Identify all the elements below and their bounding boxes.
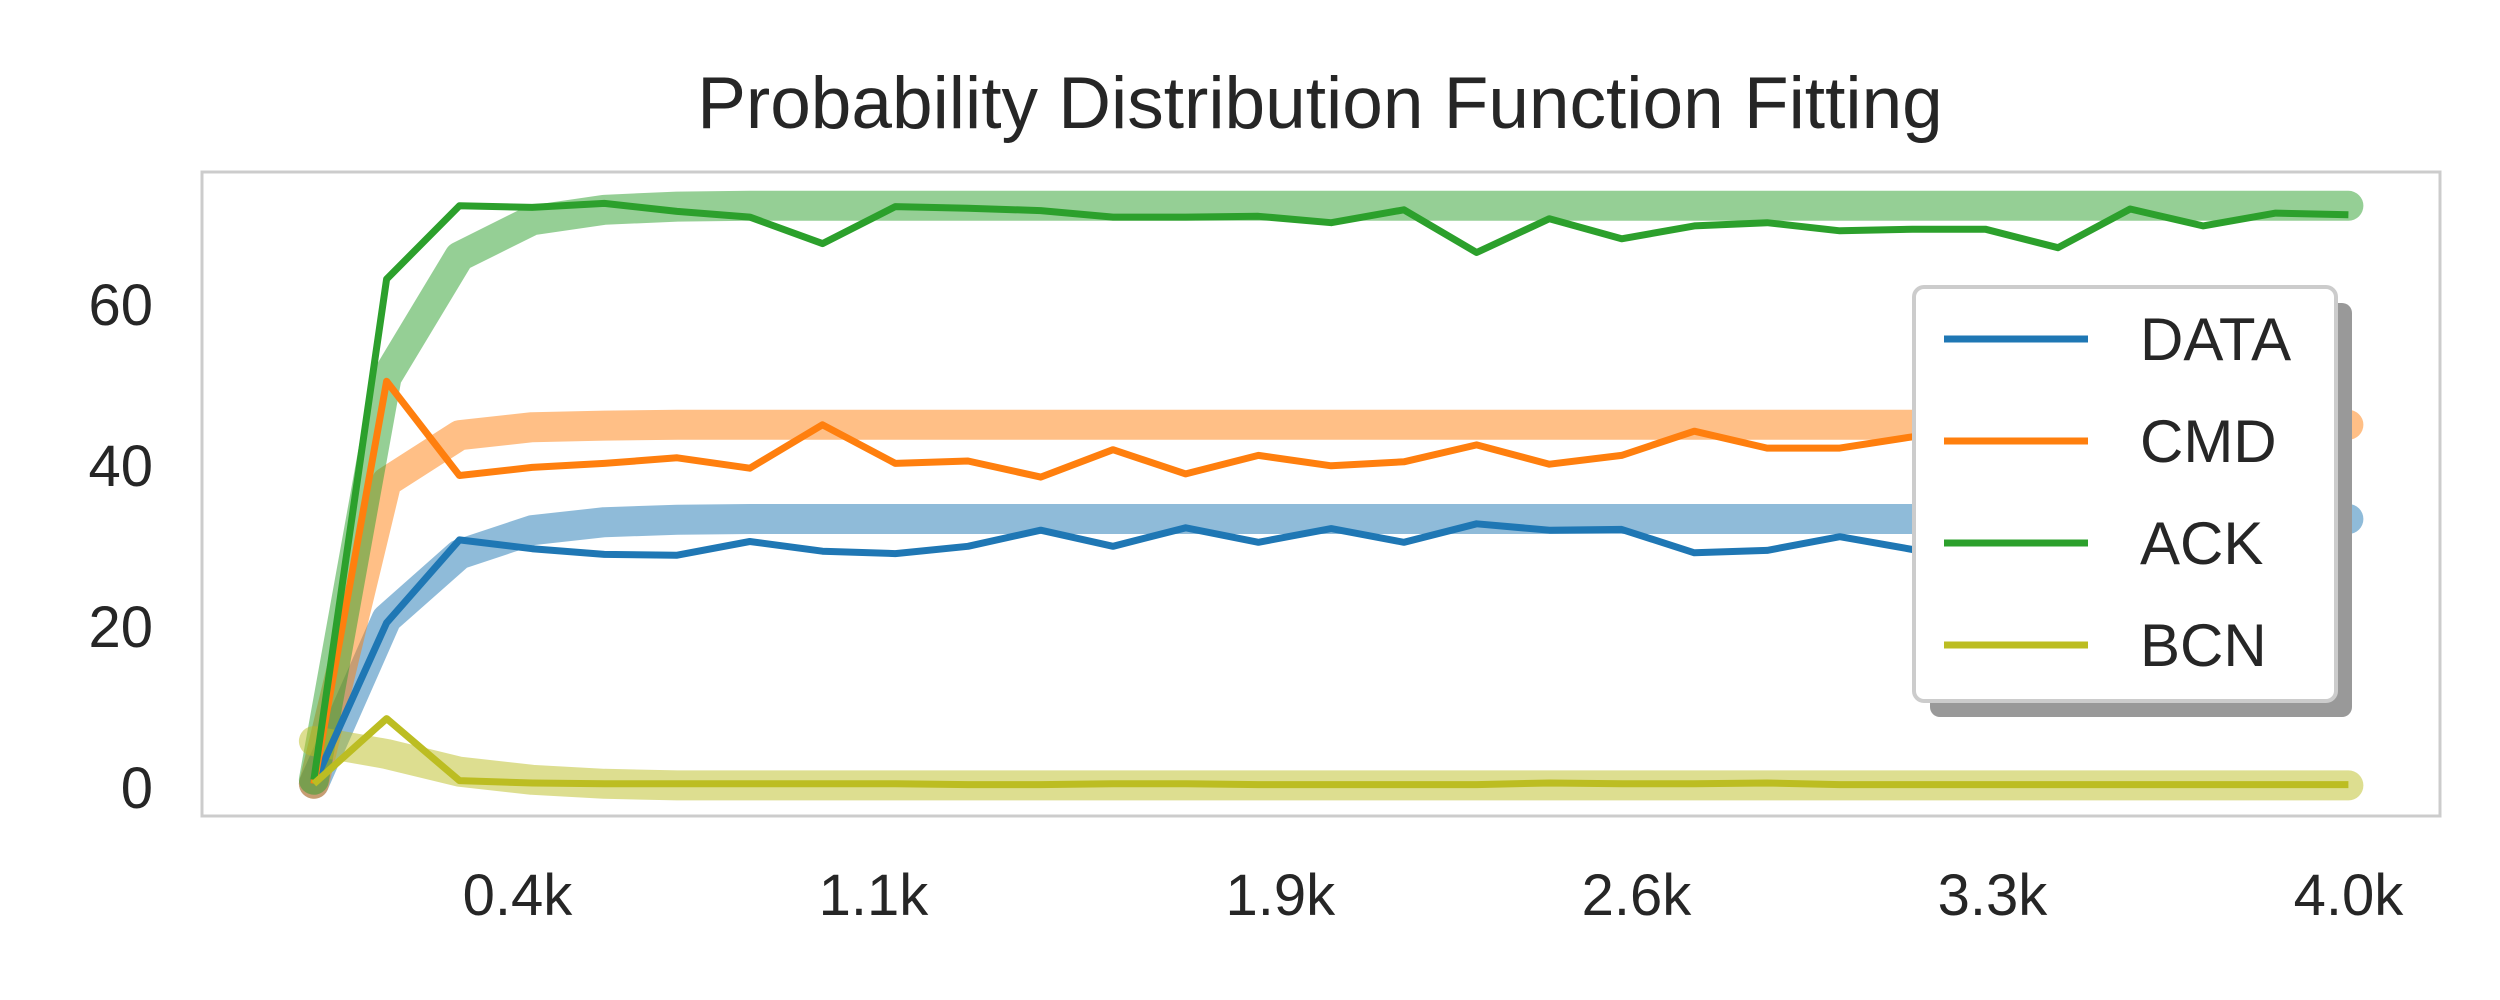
x-axis-ticks: 0.4k 1.1k 1.9k 2.6k 3.3k 4.0k [463,863,2405,928]
y-tick-label: 60 [88,273,153,338]
y-tick-label: 20 [88,595,153,660]
y-tick-label: 40 [88,434,153,499]
legend: DATA CMD ACK BCN [1912,285,2352,717]
legend-items: DATA CMD ACK BCN [1944,306,2291,679]
y-axis-ticks: 0 20 40 60 [88,273,153,821]
series-line-bcn [311,715,2349,789]
x-tick-label: 1.9k [1225,863,1336,928]
legend-box [1912,285,2338,703]
x-tick-label: 4.0k [2294,863,2405,928]
x-tick-label: 2.6k [1582,863,1693,928]
legend-label-bcn: BCN [2140,612,2267,679]
y-tick-label: 0 [121,756,153,821]
legend-label-ack: ACK [2140,510,2263,577]
legend-label-cmd: CMD [2140,408,2277,475]
legend-label-data: DATA [2140,306,2291,373]
x-tick-label: 0.4k [463,863,574,928]
series-line-ack [310,199,2349,781]
chart-title: Probability Distribution Function Fittin… [697,63,1943,144]
x-tick-label: 1.1k [819,863,930,928]
x-tick-label: 3.3k [1938,863,2049,928]
